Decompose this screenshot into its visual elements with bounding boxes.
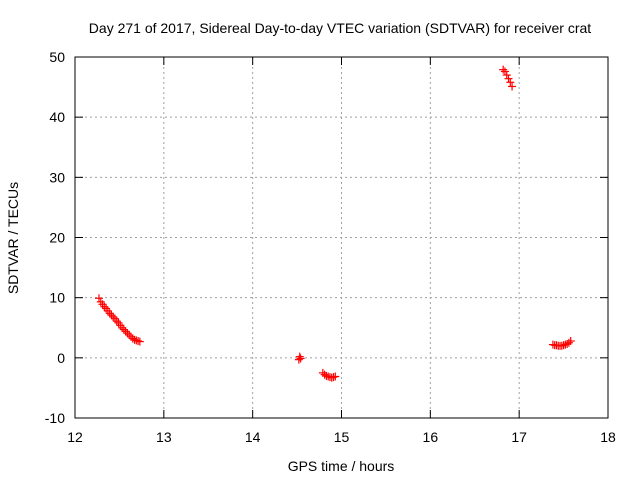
data-point [327,373,336,382]
y-tick-label: 0 [57,350,65,366]
data-points [94,65,575,382]
data-point [125,330,134,339]
y-tick-label: 50 [49,49,65,65]
y-axis-label: SDTVAR / TECUs [5,182,21,294]
data-point [135,337,144,346]
y-tick-label: 20 [49,230,65,246]
x-axis-label: GPS time / hours [288,458,395,474]
data-point [130,335,139,344]
data-point [324,372,333,381]
data-point [109,312,118,321]
data-point [331,372,340,381]
data-point [132,336,141,345]
data-point [552,341,561,350]
data-point [121,327,130,336]
data-point [500,67,509,76]
data-point [320,370,329,379]
data-point [322,371,331,380]
data-point [508,82,517,91]
y-tick-label: -10 [45,410,65,426]
data-point [504,74,513,83]
data-point [548,340,557,349]
y-tick-label: 40 [49,109,65,125]
data-point [506,78,515,87]
x-tick-label: 16 [423,429,439,445]
data-point [566,336,575,345]
chart-title: Day 271 of 2017, Sidereal Day-to-day VTE… [89,20,591,36]
x-tick-label: 13 [156,429,172,445]
x-axis-tick-labels: 12 13 14 15 16 17 18 [67,429,616,445]
data-point [123,329,132,338]
data-point [559,341,568,350]
x-tick-label: 12 [67,429,83,445]
data-point [295,352,304,361]
data-point [561,340,570,349]
x-tick-label: 17 [511,429,527,445]
data-point [296,354,305,363]
data-point [118,323,127,332]
data-point [564,338,573,347]
data-point [94,294,103,303]
axis-ticks [74,56,609,419]
data-point [107,311,116,320]
data-point [557,341,566,350]
data-point [329,373,338,382]
x-tick-label: 14 [245,429,261,445]
x-tick-label: 15 [334,429,350,445]
y-tick-label: 30 [49,169,65,185]
data-point [112,317,121,326]
data-point [100,302,109,311]
grid [75,57,608,418]
data-point [499,65,508,74]
y-axis-tick-labels: -10 0 10 20 30 40 50 [45,49,65,426]
data-point [502,71,511,80]
data-point [105,309,114,318]
data-point [119,325,128,334]
y-tick-label: 10 [49,290,65,306]
x-tick-label: 18 [600,429,616,445]
data-point [128,334,137,343]
data-point [134,336,143,345]
